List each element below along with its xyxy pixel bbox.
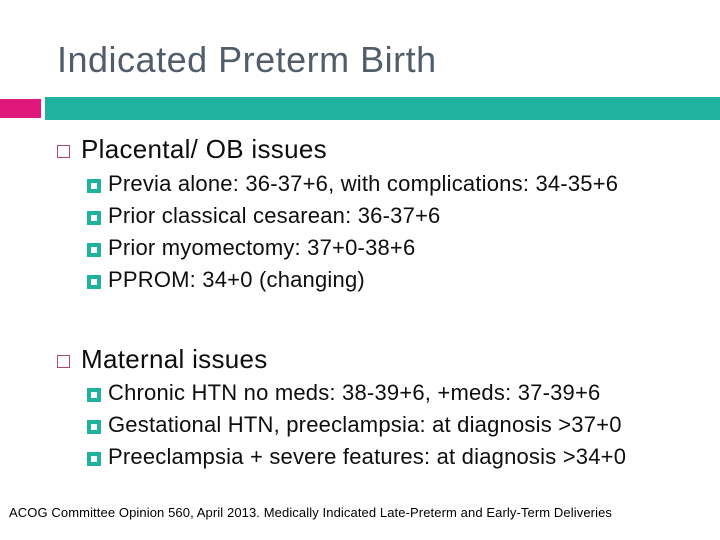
square-filled-bullet-icon — [87, 452, 101, 466]
bullet-item-text: PPROM: 34+0 (changing) — [108, 267, 365, 292]
bullet-item: Gestational HTN, preeclampsia: at diagno… — [87, 412, 622, 437]
bullet-item-text: Previa alone: 36-37+6, with complication… — [108, 171, 619, 196]
accent-bar-teal — [45, 97, 720, 120]
bullet-item: Prior classical cesarean: 36-37+6 — [87, 203, 441, 228]
section-heading-maternal: Maternal issues — [57, 346, 268, 372]
accent-bar-pink — [0, 99, 41, 118]
bullet-item-text: Prior classical cesarean: 36-37+6 — [108, 203, 441, 228]
bullet-item: Preeclampsia + severe features: at diagn… — [87, 444, 627, 469]
footer-citation: ACOG Committee Opinion 560, April 2013. … — [9, 505, 612, 520]
bullet-item-text: Preeclampsia + severe features: at diagn… — [108, 444, 627, 469]
bullet-item: PPROM: 34+0 (changing) — [87, 267, 365, 292]
bullet-item: Prior myomectomy: 37+0-38+6 — [87, 235, 416, 260]
section-heading-label: Maternal issues — [81, 344, 268, 374]
square-filled-bullet-icon — [87, 420, 101, 434]
section-heading-placental: Placental/ OB issues — [57, 136, 327, 162]
bullet-item: Previa alone: 36-37+6, with complication… — [87, 171, 619, 196]
bullet-item: Chronic HTN no meds: 38-39+6, +meds: 37-… — [87, 380, 601, 405]
bullet-item-text: Prior myomectomy: 37+0-38+6 — [108, 235, 416, 260]
slide-title: Indicated Preterm Birth — [57, 39, 437, 80]
square-filled-bullet-icon — [87, 275, 101, 289]
square-outline-bullet-icon — [57, 145, 70, 158]
square-filled-bullet-icon — [87, 243, 101, 257]
section-heading-label: Placental/ OB issues — [81, 134, 327, 164]
square-filled-bullet-icon — [87, 388, 101, 402]
square-outline-bullet-icon — [57, 355, 70, 368]
square-filled-bullet-icon — [87, 179, 101, 193]
square-filled-bullet-icon — [87, 211, 101, 225]
bullet-item-text: Gestational HTN, preeclampsia: at diagno… — [108, 412, 622, 437]
bullet-item-text: Chronic HTN no meds: 38-39+6, +meds: 37-… — [108, 380, 601, 405]
